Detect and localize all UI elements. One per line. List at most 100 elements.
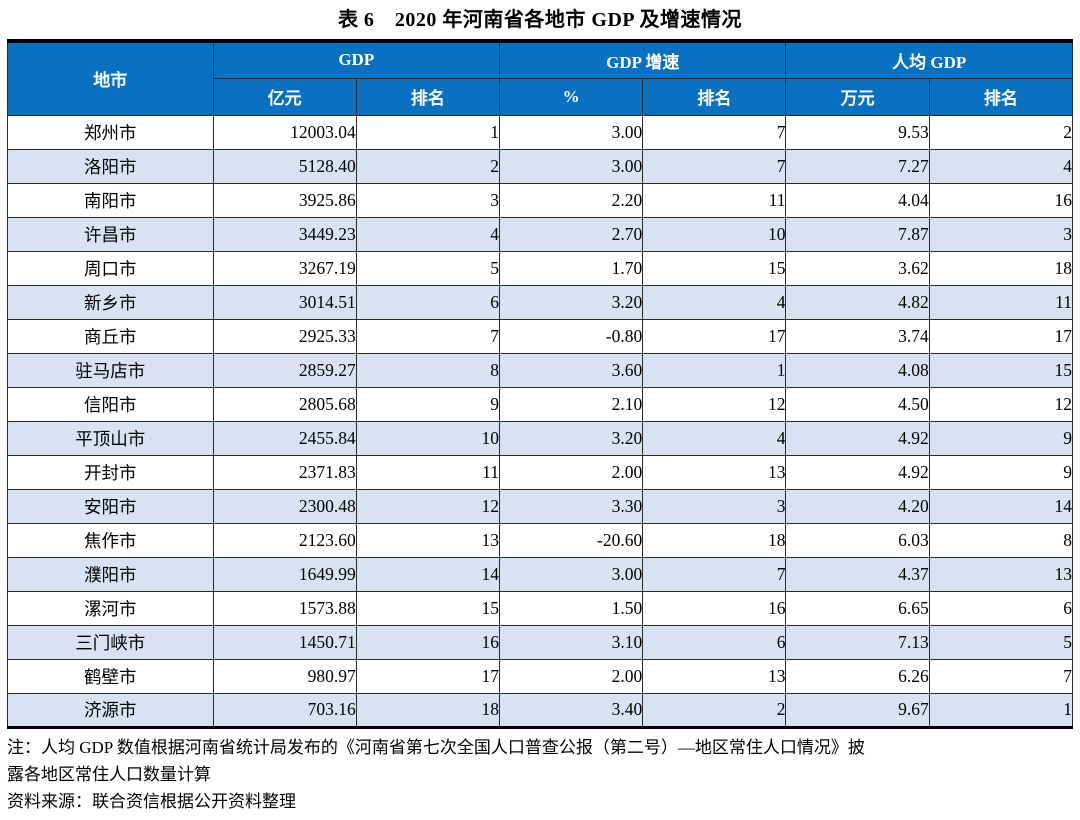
cell-gdp: 12003.04 xyxy=(212,114,357,150)
cell-growth_rank: 17 xyxy=(642,318,787,354)
cell-city: 许昌市 xyxy=(7,216,214,252)
table-row: 郑州市 12003.04 1 3.00 7 9.53 2 xyxy=(7,114,1074,150)
cell-growth_rank: 7 xyxy=(642,556,787,592)
cell-gdp: 2300.48 xyxy=(212,488,357,524)
cell-city: 三门峡市 xyxy=(7,624,214,660)
cell-growth: -20.60 xyxy=(498,522,644,558)
cell-growth: 3.40 xyxy=(498,692,644,728)
footnotes: 注：人均 GDP 数值根据河南省统计局发布的《河南省第七次全国人口普查公报（第二… xyxy=(7,734,1073,815)
cell-gdp: 2805.68 xyxy=(212,386,357,422)
cell-city: 驻马店市 xyxy=(7,352,214,388)
cell-gdp: 2123.60 xyxy=(212,522,357,558)
cell-gdp_rank: 12 xyxy=(355,488,501,524)
cell-growth: 2.20 xyxy=(498,182,644,218)
cell-growth: 3.30 xyxy=(498,488,644,524)
cell-per_capita_rank: 9 xyxy=(928,420,1074,456)
cell-per_capita_rank: 3 xyxy=(928,216,1074,252)
footnote-source: 资料来源：联合资信根据公开资料整理 xyxy=(7,791,296,811)
cell-growth_rank: 4 xyxy=(642,420,787,456)
cell-per_capita_rank: 13 xyxy=(928,556,1074,592)
cell-growth: 3.20 xyxy=(498,284,644,320)
table-row: 驻马店市 2859.27 8 3.60 1 4.08 15 xyxy=(7,352,1074,388)
cell-per_capita: 9.53 xyxy=(785,114,930,150)
cell-city: 焦作市 xyxy=(7,522,214,558)
cell-per_capita_rank: 1 xyxy=(928,692,1074,728)
cell-gdp: 3449.23 xyxy=(212,216,357,252)
header-percapita-rank: 排名 xyxy=(928,77,1074,116)
cell-city: 商丘市 xyxy=(7,318,214,354)
cell-gdp_rank: 3 xyxy=(355,182,501,218)
table-row: 三门峡市 1450.71 16 3.10 6 7.13 5 xyxy=(7,624,1074,660)
cell-per_capita: 4.08 xyxy=(785,352,930,388)
cell-city: 鹤壁市 xyxy=(7,658,214,694)
cell-growth_rank: 7 xyxy=(642,148,787,184)
table-row: 焦作市 2123.60 13 -20.60 18 6.03 8 xyxy=(7,522,1074,558)
cell-per_capita_rank: 18 xyxy=(928,250,1074,286)
cell-growth_rank: 13 xyxy=(642,658,787,694)
cell-per_capita: 4.37 xyxy=(785,556,930,592)
cell-per_capita_rank: 2 xyxy=(928,114,1074,150)
cell-growth_rank: 1 xyxy=(642,352,787,388)
table-row: 安阳市 2300.48 12 3.30 3 4.20 14 xyxy=(7,488,1074,524)
header-sub-row: 亿元 排名 % 排名 万元 排名 xyxy=(8,77,1074,116)
cell-gdp_rank: 10 xyxy=(355,420,501,456)
header-group-row: 地市 GDP GDP 增速 人均 GDP xyxy=(7,40,1073,116)
cell-city: 新乡市 xyxy=(7,284,214,320)
table-row: 新乡市 3014.51 6 3.20 4 4.82 11 xyxy=(7,284,1074,320)
table-row: 漯河市 1573.88 15 1.50 16 6.65 6 xyxy=(7,590,1074,626)
cell-gdp_rank: 9 xyxy=(355,386,501,422)
cell-gdp: 3014.51 xyxy=(212,284,357,320)
cell-gdp: 1649.99 xyxy=(212,556,357,592)
cell-city: 濮阳市 xyxy=(7,556,214,592)
cell-growth: 2.00 xyxy=(498,658,644,694)
cell-gdp: 2859.27 xyxy=(212,352,357,388)
cell-gdp_rank: 5 xyxy=(355,250,501,286)
cell-gdp_rank: 17 xyxy=(355,658,501,694)
cell-per_capita: 4.92 xyxy=(785,420,930,456)
cell-gdp_rank: 11 xyxy=(355,454,501,490)
cell-per_capita: 7.27 xyxy=(785,148,930,184)
table-row: 濮阳市 1649.99 14 3.00 7 4.37 13 xyxy=(7,556,1074,592)
cell-per_capita_rank: 4 xyxy=(928,148,1074,184)
header-percapita-group: 人均 GDP xyxy=(785,40,1073,79)
table-row: 许昌市 3449.23 4 2.70 10 7.87 3 xyxy=(7,216,1074,252)
cell-growth: 3.20 xyxy=(498,420,644,456)
cell-growth: 2.10 xyxy=(498,386,644,422)
cell-per_capita: 9.67 xyxy=(785,692,930,728)
cell-gdp_rank: 14 xyxy=(355,556,501,592)
cell-gdp: 1450.71 xyxy=(212,624,357,660)
table-body: 郑州市 12003.04 1 3.00 7 9.53 2 洛阳市 5128.40 2 3.00 7 7.… xyxy=(7,114,1074,728)
cell-city: 周口市 xyxy=(7,250,214,286)
cell-gdp_rank: 7 xyxy=(355,318,501,354)
cell-growth_rank: 18 xyxy=(642,522,787,558)
table-row: 平顶山市 2455.84 10 3.20 4 4.92 9 xyxy=(7,420,1074,456)
cell-city: 平顶山市 xyxy=(7,420,214,456)
cell-growth: -0.80 xyxy=(498,318,644,354)
table-row: 鹤壁市 980.97 17 2.00 13 6.26 7 xyxy=(7,658,1074,694)
cell-gdp: 2455.84 xyxy=(212,420,357,456)
header-gdp-unit: 亿元 xyxy=(212,77,357,116)
table-row: 信阳市 2805.68 9 2.10 12 4.50 12 xyxy=(7,386,1074,422)
cell-per_capita_rank: 17 xyxy=(928,318,1074,354)
cell-per_capita: 3.74 xyxy=(785,318,930,354)
cell-gdp_rank: 1 xyxy=(355,114,501,150)
cell-per_capita: 4.04 xyxy=(785,182,930,218)
header-gdp-rank: 排名 xyxy=(355,77,501,116)
cell-growth_rank: 6 xyxy=(642,624,787,660)
cell-per_capita_rank: 11 xyxy=(928,284,1074,320)
cell-per_capita_rank: 15 xyxy=(928,352,1074,388)
cell-growth: 2.70 xyxy=(498,216,644,252)
header-growth-rank: 排名 xyxy=(642,77,787,116)
cell-city: 开封市 xyxy=(7,454,214,490)
cell-per_capita_rank: 6 xyxy=(928,590,1074,626)
table-row: 开封市 2371.83 11 2.00 13 4.92 9 xyxy=(7,454,1074,490)
cell-growth_rank: 15 xyxy=(642,250,787,286)
cell-city: 漯河市 xyxy=(7,590,214,626)
cell-growth_rank: 16 xyxy=(642,590,787,626)
header-growth-unit: % xyxy=(498,77,644,116)
cell-growth_rank: 2 xyxy=(642,692,787,728)
cell-city: 济源市 xyxy=(7,692,214,728)
gdp-table: 地市 GDP GDP 增速 人均 GDP 亿元 排名 % 排名 万元 排名 郑州… xyxy=(7,39,1074,729)
cell-per_capita: 6.65 xyxy=(785,590,930,626)
cell-per_capita_rank: 8 xyxy=(928,522,1074,558)
